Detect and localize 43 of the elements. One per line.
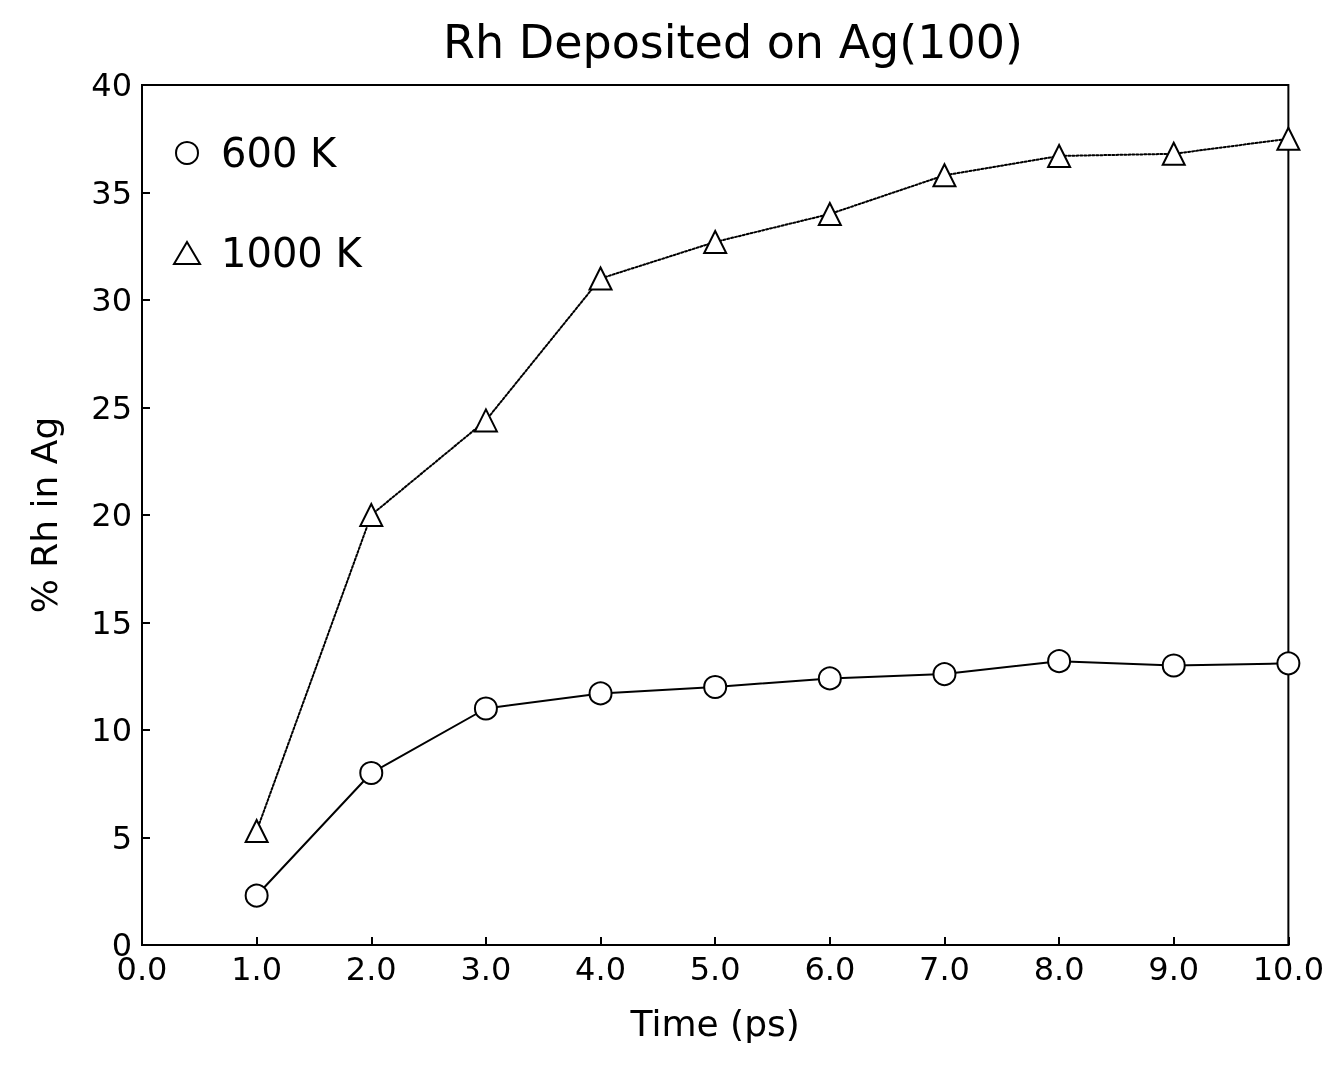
point — [932, 662, 957, 687]
x-tick-label: 9.0 — [1148, 950, 1200, 988]
point — [588, 266, 613, 291]
y-tick-label: 25 — [91, 388, 132, 427]
x-tick-label: 7.0 — [919, 950, 970, 988]
point — [244, 819, 269, 844]
y-tick-label: 40 — [91, 66, 132, 104]
x-tick-label: 10.0 — [1252, 950, 1324, 988]
point — [1276, 126, 1301, 151]
point — [588, 681, 613, 706]
point — [1276, 651, 1301, 676]
point — [1161, 141, 1186, 166]
y-tick-label: 5 — [111, 818, 132, 857]
y-tick-label: 30 — [91, 281, 132, 319]
point — [244, 883, 269, 908]
x-tick-label: 4.0 — [575, 950, 626, 988]
point — [817, 202, 842, 226]
x-tick-label: 3.0 — [460, 950, 512, 988]
point — [473, 696, 498, 721]
point — [1047, 143, 1072, 168]
point — [1161, 653, 1186, 678]
point — [473, 408, 498, 433]
x-tick-label: 1.0 — [231, 950, 283, 988]
y-tick-label: 10 — [91, 711, 132, 749]
x-tick-label: 8.0 — [1033, 950, 1085, 988]
point — [817, 666, 842, 691]
x-tick-label: 2.0 — [345, 950, 397, 988]
point — [703, 675, 728, 699]
y-axis-title: % Rh in Ag — [23, 416, 65, 614]
point — [359, 761, 384, 785]
x-axis-title: Time (ps) — [629, 1002, 800, 1044]
legend-label: 1000 K — [221, 230, 364, 276]
y-tick-label: 35 — [91, 173, 132, 212]
point — [932, 163, 957, 188]
point — [359, 503, 384, 527]
y-tick-label: 15 — [91, 603, 132, 642]
x-tick-label: 6.0 — [804, 950, 856, 988]
chart-title: Rh Deposited on Ag(100) — [443, 15, 1023, 69]
point — [1047, 649, 1072, 674]
x-tick-label: 5.0 — [689, 950, 741, 988]
point — [703, 229, 728, 254]
y-tick-label: 20 — [91, 496, 132, 534]
legend-label: 600 K — [221, 130, 339, 176]
